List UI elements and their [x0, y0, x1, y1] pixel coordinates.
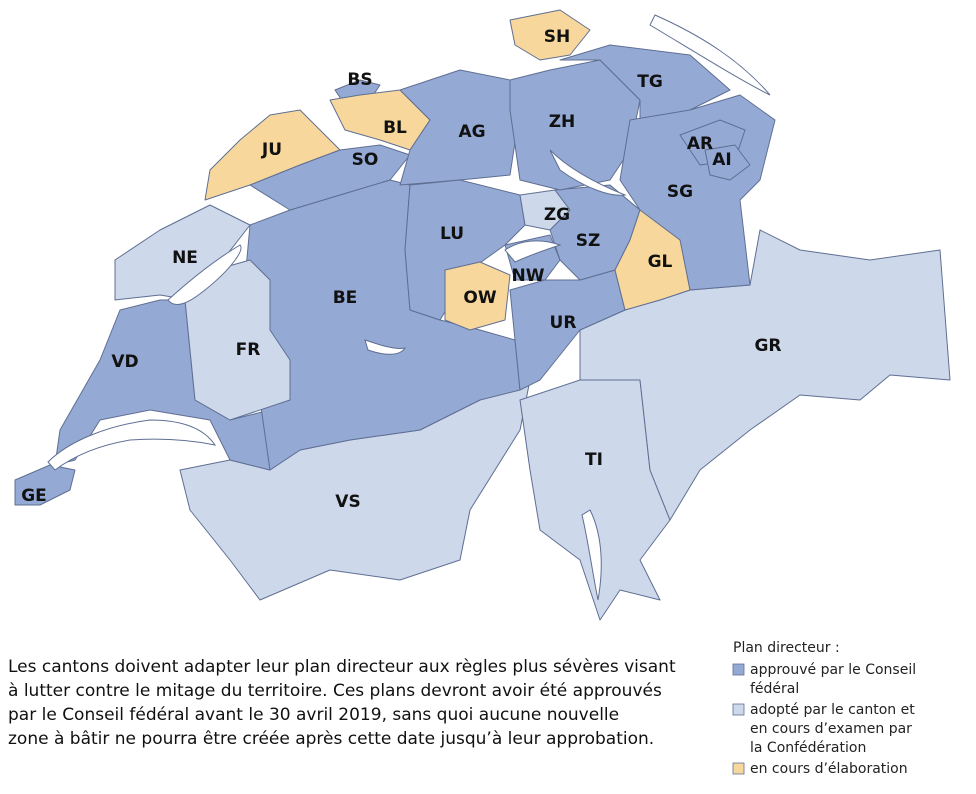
- lake-maggiore: [581, 509, 602, 601]
- caption-line: à lutter contre le mitage du territoire.…: [8, 681, 662, 701]
- canton-label: OW: [463, 288, 496, 308]
- canton: [404, 179, 526, 321]
- canton-label: ZH: [549, 112, 576, 132]
- caption-line: zone à bâtir ne pourra être créée après …: [8, 729, 654, 749]
- canton-label: AG: [458, 122, 485, 142]
- legend-label: la Confédération: [750, 740, 866, 756]
- legend-label: fédéral: [750, 681, 799, 697]
- canton-label: SO: [352, 150, 379, 170]
- canton-label: FR: [236, 340, 261, 360]
- canton-label: SG: [667, 182, 693, 202]
- canton-label: NE: [172, 248, 198, 268]
- canton: [444, 261, 511, 331]
- canton: [549, 184, 641, 281]
- canton-label: ZG: [544, 205, 570, 225]
- canton-label: TI: [585, 450, 603, 470]
- lakes: [47, 14, 771, 601]
- legend-label: adopté par le canton et: [750, 702, 915, 718]
- canton-label: VD: [111, 352, 138, 372]
- lake-neuchatel: [167, 244, 242, 305]
- legend-label: en cours d’examen par: [750, 721, 912, 737]
- canton-label: NW: [512, 266, 545, 286]
- canton: [509, 59, 641, 191]
- legend-label: en cours d’élaboration: [750, 761, 908, 777]
- canton-label: SZ: [576, 231, 601, 251]
- canton-label: LU: [440, 224, 464, 244]
- canton-label: GL: [648, 252, 673, 272]
- canton-label: JU: [261, 140, 282, 160]
- canton: [509, 269, 626, 391]
- legend-title: Plan directeur :: [733, 640, 840, 656]
- canton-label: AR: [687, 134, 713, 154]
- canton-label: BE: [333, 288, 358, 308]
- lake-lucerne: [504, 240, 562, 263]
- lake-zurich: [549, 149, 627, 196]
- canton: [399, 69, 521, 186]
- canton-label: AI: [712, 150, 731, 170]
- lake-geneva: [47, 419, 217, 471]
- canton: [184, 259, 291, 421]
- lake-constance: [649, 14, 771, 96]
- lake-thun: [364, 339, 407, 355]
- canton-label: GE: [21, 486, 47, 506]
- canton: [509, 9, 591, 61]
- legend-swatch: [732, 762, 745, 775]
- legend-swatch: [732, 663, 745, 676]
- canton-label: UR: [550, 313, 577, 333]
- canton-label: TG: [637, 72, 663, 92]
- legend-swatch: [732, 703, 745, 716]
- map: [14, 9, 951, 621]
- legend: Plan directeur : approuvé par le Conseil f…: [732, 640, 916, 777]
- canton-label: BS: [347, 70, 372, 90]
- canton: [704, 144, 751, 181]
- caption-line: Les cantons doivent adapter leur plan di…: [8, 657, 676, 677]
- canton-label: SH: [544, 27, 570, 47]
- caption-line: par le Conseil fédéral avant le 30 avril…: [8, 705, 619, 725]
- canton-label: GR: [754, 336, 781, 356]
- caption: Les cantons doivent adapter leur plan di…: [8, 657, 676, 749]
- canton-label: VS: [335, 492, 360, 512]
- legend-label: approuvé par le Conseil: [750, 662, 916, 678]
- canton-label: BL: [383, 118, 407, 138]
